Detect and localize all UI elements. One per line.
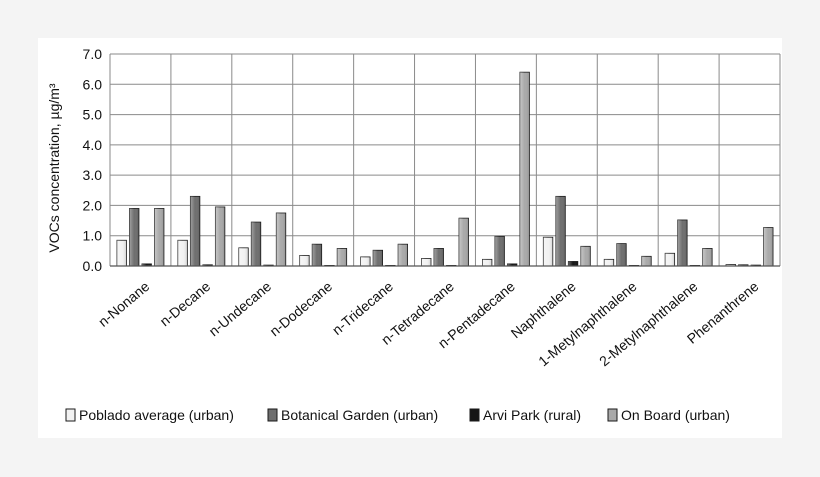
y-tick-label: 0.0 bbox=[83, 258, 103, 274]
bar-shade bbox=[190, 196, 200, 266]
category-label: n-Nonane bbox=[95, 278, 153, 330]
bar-shade bbox=[215, 206, 225, 266]
bar-shade bbox=[360, 256, 371, 266]
bar-shade bbox=[677, 219, 688, 266]
bar-shade bbox=[129, 208, 139, 266]
y-tick-label: 2.0 bbox=[83, 197, 103, 213]
bar-shade bbox=[555, 196, 566, 266]
bar-shade bbox=[763, 227, 774, 266]
bar-shade bbox=[519, 72, 530, 266]
bar-shade bbox=[543, 237, 553, 266]
bar-shade bbox=[398, 244, 408, 266]
y-tick-label: 7.0 bbox=[83, 46, 103, 62]
legend-label-4: On Board (urban) bbox=[621, 407, 730, 423]
bar-shade bbox=[434, 248, 444, 266]
bar-shade bbox=[459, 218, 469, 266]
bar-shade bbox=[604, 259, 614, 266]
bar-shade bbox=[312, 244, 322, 266]
bar-shade bbox=[141, 263, 152, 266]
y-tick-label: 1.0 bbox=[83, 228, 103, 244]
bar-chart: 0.0 1.0 2.0 3.0 4.0 5.0 6.0 7.0 n-Nonane n-Decane… bbox=[46, 46, 781, 423]
bar-shade bbox=[116, 240, 127, 266]
y-tick-label: 6.0 bbox=[83, 76, 103, 92]
legend-swatch-1 bbox=[65, 408, 76, 422]
bar-shade bbox=[738, 264, 749, 266]
bar-shade bbox=[276, 213, 286, 266]
bar-shade bbox=[726, 264, 736, 266]
bar-shade bbox=[580, 246, 591, 266]
chart-card: 0.0 1.0 2.0 3.0 4.0 5.0 6.0 7.0 n-Nonane n-Decane… bbox=[38, 38, 782, 438]
y-axis-title: VOCs concentration, µg/m³ bbox=[46, 83, 62, 252]
y-tick-label: 4.0 bbox=[83, 137, 103, 153]
legend-label-1: Poblado average (urban) bbox=[79, 407, 234, 423]
axes: 0.0 1.0 2.0 3.0 4.0 5.0 6.0 7.0 n-Nonane n-Decane… bbox=[83, 46, 780, 369]
grid bbox=[109, 53, 781, 267]
bar-shade bbox=[251, 222, 261, 266]
bars bbox=[116, 71, 774, 267]
y-tick-label: 3.0 bbox=[83, 167, 103, 183]
legend-swatch-4 bbox=[607, 408, 618, 422]
category-label: n-Dodecane bbox=[266, 278, 335, 339]
bar-shade bbox=[494, 236, 505, 266]
bar-shade bbox=[337, 248, 347, 266]
bar-shade bbox=[299, 255, 310, 266]
bar-shade bbox=[616, 243, 627, 266]
bar-shade bbox=[373, 250, 383, 266]
category-label: n-Undecane bbox=[205, 278, 274, 339]
bar-shade bbox=[641, 256, 652, 266]
legend-swatch-3 bbox=[469, 408, 480, 422]
bar-shade bbox=[421, 258, 431, 266]
bar-shade bbox=[202, 264, 213, 266]
bar-shade bbox=[154, 208, 164, 266]
legend-label-3: Arvi Park (rural) bbox=[483, 407, 581, 423]
legend-swatch-2 bbox=[267, 408, 278, 422]
bar-shade bbox=[665, 253, 675, 266]
bar-shade bbox=[238, 247, 249, 266]
category-label: n-Decane bbox=[157, 278, 214, 329]
bar-shade bbox=[482, 259, 492, 266]
legend-label-2: Botanical Garden (urban) bbox=[281, 407, 438, 423]
legend: Poblado average (urban) Botanical Garden … bbox=[65, 407, 730, 423]
bar-shade bbox=[177, 240, 188, 266]
bar-shade bbox=[702, 248, 713, 266]
bar-shade bbox=[568, 261, 578, 266]
bar-shade bbox=[507, 263, 517, 266]
y-tick-label: 5.0 bbox=[83, 107, 103, 123]
